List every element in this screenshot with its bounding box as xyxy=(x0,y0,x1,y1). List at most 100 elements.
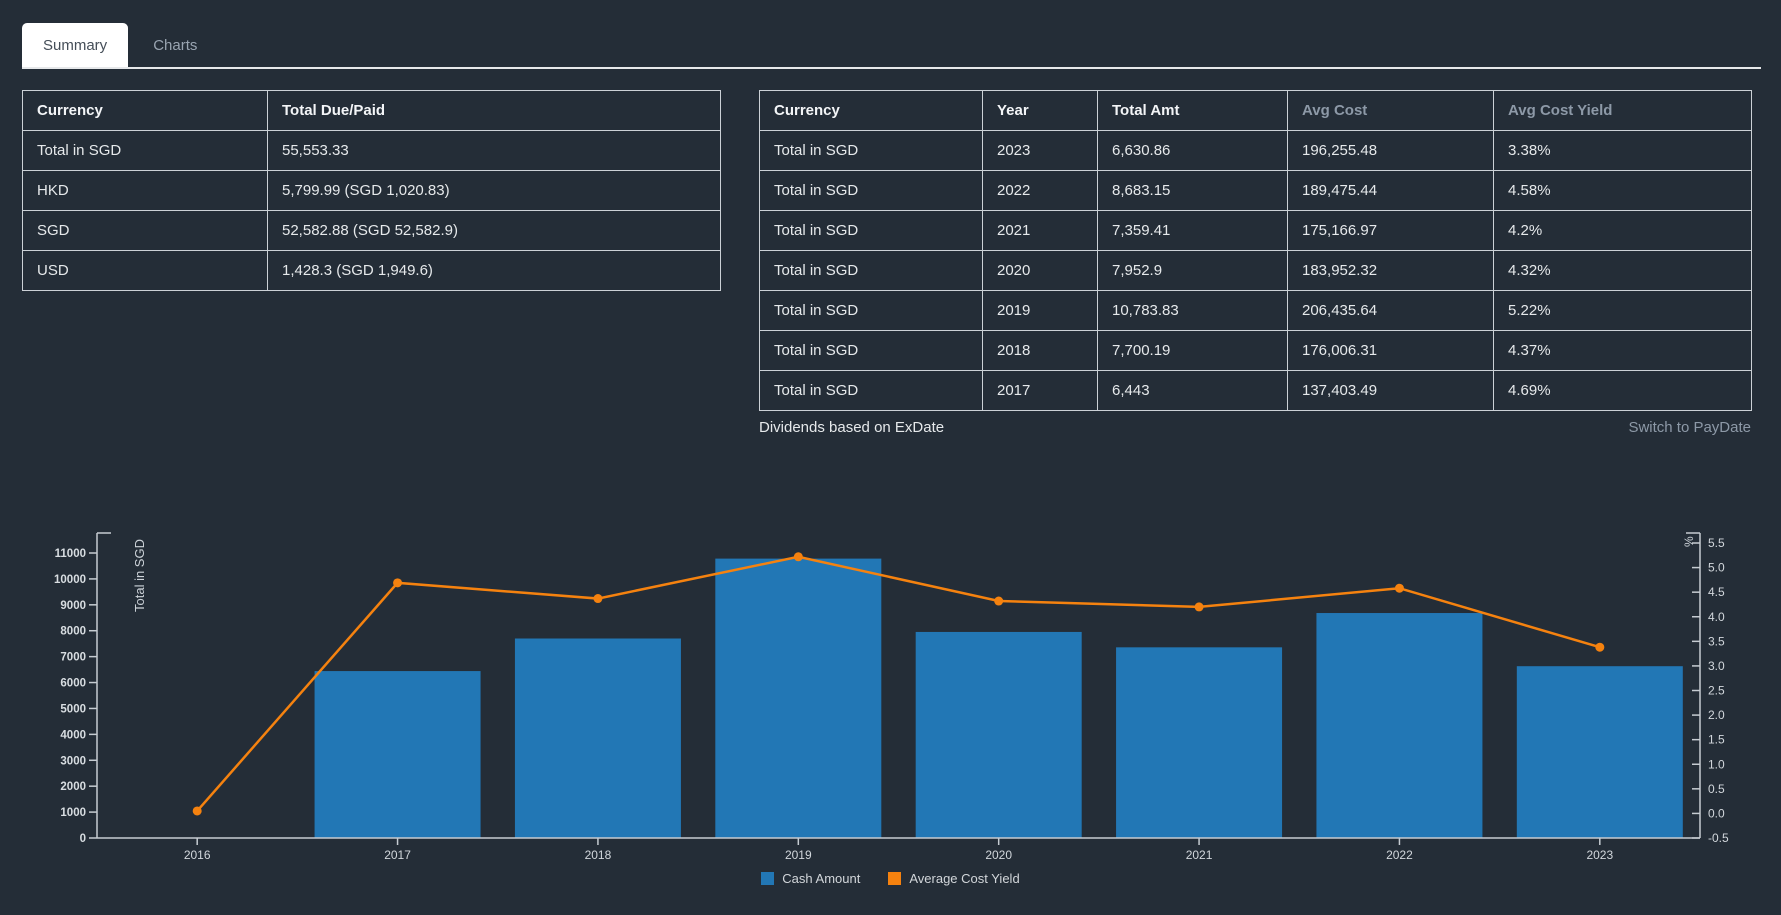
x-axis-label: 2023 xyxy=(1586,848,1613,862)
table-cell: 4.58% xyxy=(1493,170,1752,211)
table-cell: 176,006.31 xyxy=(1287,330,1494,371)
table-cell: 55,553.33 xyxy=(267,130,721,171)
table-cell: 10,783.83 xyxy=(1097,290,1288,331)
yield-point-2018 xyxy=(593,594,603,604)
table-row: Total in SGD 2023 6,630.86 196,255.48 3.38% xyxy=(759,130,1752,171)
table-cell: HKD xyxy=(22,170,268,211)
table-header-row: Currency Total Due/Paid xyxy=(22,90,721,131)
bar-2023 xyxy=(1516,666,1683,838)
yield-line xyxy=(196,555,1601,812)
legend-label: Average Cost Yield xyxy=(909,871,1020,886)
x-axis-label: 2020 xyxy=(985,848,1012,862)
tab-charts[interactable]: Charts xyxy=(153,36,198,54)
yearly-summary-column: Currency Year Total Amt Avg Cost Avg Cost Yi… xyxy=(759,90,1752,436)
table-cell: 52,582.88 (SGD 52,582.9) xyxy=(267,210,721,251)
legend-swatch-icon xyxy=(761,872,775,885)
legend-item-average-cost-yield[interactable]: Average Cost Yield xyxy=(888,871,1020,886)
table-cell: Total in SGD xyxy=(759,250,983,291)
table-row: Total in SGD 55,553.33 xyxy=(22,130,721,171)
right-axis-title: % xyxy=(1682,536,1696,547)
axis-tick-label: 1.5 xyxy=(1708,733,1725,747)
axis-tick-label: 5.0 xyxy=(1708,561,1725,575)
table-cell: Total in SGD xyxy=(759,290,983,331)
column-header: Avg Cost xyxy=(1287,90,1494,131)
axis-tick-label: 2000 xyxy=(60,781,86,793)
axis-tick-label: 0.5 xyxy=(1708,782,1725,796)
legend-label: Cash Amount xyxy=(782,871,861,886)
table-cell: 7,952.9 xyxy=(1097,250,1288,291)
axis-tick-label: 10000 xyxy=(54,574,86,586)
table-cell: 183,952.32 xyxy=(1287,250,1494,291)
tab-summary[interactable]: Summary xyxy=(22,23,129,67)
table-cell: 6,630.86 xyxy=(1097,130,1288,171)
table-cell: 4.69% xyxy=(1493,370,1752,411)
table-cell: 7,700.19 xyxy=(1097,330,1288,371)
table-cell: 8,683.15 xyxy=(1097,170,1288,211)
axis-tick-label: 1000 xyxy=(60,807,86,819)
table-cell: 3.38% xyxy=(1493,130,1752,171)
switch-to-paydate-link[interactable]: Switch to PayDate xyxy=(1628,419,1751,436)
x-axis-label: 2017 xyxy=(384,848,411,862)
table-cell: 2017 xyxy=(982,370,1098,411)
bar-2017 xyxy=(314,671,481,838)
table-row: Total in SGD 2018 7,700.19 176,006.31 4.37% xyxy=(759,330,1752,371)
legend-item-cash-amount[interactable]: Cash Amount xyxy=(761,871,860,886)
table-row: SGD 52,582.88 (SGD 52,582.9) xyxy=(22,210,721,251)
axis-tick-label: 3.0 xyxy=(1708,659,1725,673)
table-cell: Total in SGD xyxy=(759,210,983,251)
table-cell: SGD xyxy=(22,210,268,251)
axis-tick-label: 9000 xyxy=(60,600,86,612)
axis-tick-label: 3.5 xyxy=(1708,634,1725,648)
bar-2018 xyxy=(514,638,681,838)
table-row: Total in SGD 2021 7,359.41 175,166.97 4.2% xyxy=(759,210,1752,251)
table-cell: 196,255.48 xyxy=(1287,130,1494,171)
chart-legend: Cash Amount Average Cost Yield xyxy=(0,871,1781,886)
table-cell: 2023 xyxy=(982,130,1098,171)
table-cell: 2018 xyxy=(982,330,1098,371)
table-cell: 6,443 xyxy=(1097,370,1288,411)
table-row: USD 1,428.3 (SGD 1,949.6) xyxy=(22,250,721,291)
axis-tick-label: 3000 xyxy=(60,755,86,767)
yield-point-2021 xyxy=(1194,602,1204,612)
bar-2019 xyxy=(715,558,882,838)
yield-point-2022 xyxy=(1394,583,1404,593)
table-cell: 4.37% xyxy=(1493,330,1752,371)
table-cell: 4.2% xyxy=(1493,210,1752,251)
bar-2020 xyxy=(915,631,1082,838)
table-row: HKD 5,799.99 (SGD 1,020.83) xyxy=(22,170,721,211)
axis-tick-label: 0 xyxy=(80,833,86,845)
currency-totals-table: Currency Total Due/Paid Total in SGD 55,55… xyxy=(22,90,721,291)
yield-point-2017 xyxy=(393,578,403,588)
left-axis-title: Total in SGD xyxy=(132,539,147,612)
table-cell: 1,428.3 (SGD 1,949.6) xyxy=(267,250,721,291)
axis-tick-label: 4.0 xyxy=(1708,610,1725,624)
legend-swatch-icon xyxy=(888,872,902,885)
bar-2022 xyxy=(1316,613,1483,838)
table-cell: Total in SGD xyxy=(759,370,983,411)
table-cell: 5,799.99 (SGD 1,020.83) xyxy=(267,170,721,211)
x-axis-label: 2021 xyxy=(1186,848,1213,862)
column-header: Avg Cost Yield xyxy=(1493,90,1752,131)
table-cell: 137,403.49 xyxy=(1287,370,1494,411)
bar-2021 xyxy=(1116,647,1283,838)
table-cell: Total in SGD xyxy=(759,170,983,211)
yearly-dividends-table: Currency Year Total Amt Avg Cost Avg Cost Yi… xyxy=(759,90,1752,411)
table-header-row: Currency Year Total Amt Avg Cost Avg Cost Yi… xyxy=(759,90,1752,131)
axis-tick-label: -0.5 xyxy=(1708,831,1729,845)
table-cell: 7,359.41 xyxy=(1097,210,1288,251)
axis-tick-label: 7000 xyxy=(60,652,86,664)
axis-tick-label: 8000 xyxy=(60,626,86,638)
x-axis-label: 2019 xyxy=(785,848,812,862)
table-cell: Total in SGD xyxy=(759,330,983,371)
column-header: Year xyxy=(982,90,1098,131)
table-cell: 2020 xyxy=(982,250,1098,291)
x-axis-label: 2022 xyxy=(1386,848,1413,862)
table-cell: 2019 xyxy=(982,290,1098,331)
table-cell: 5.22% xyxy=(1493,290,1752,331)
x-axis-label: 2018 xyxy=(585,848,612,862)
tab-bar: Summary Charts xyxy=(22,23,1761,69)
column-header: Total Amt xyxy=(1097,90,1288,131)
table-cell: Total in SGD xyxy=(22,130,268,171)
axis-tick-label: 4.5 xyxy=(1708,585,1725,599)
yield-point-2023 xyxy=(1595,642,1605,652)
